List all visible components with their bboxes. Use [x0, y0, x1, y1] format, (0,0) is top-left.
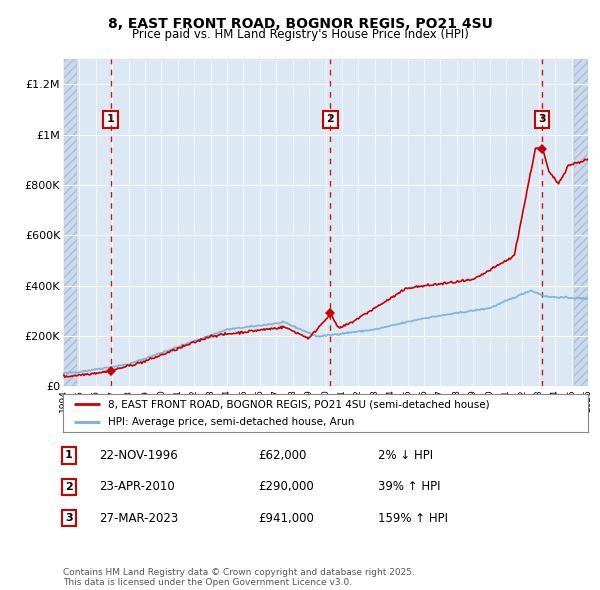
Text: 27-MAR-2023: 27-MAR-2023: [99, 512, 178, 525]
Text: Contains HM Land Registry data © Crown copyright and database right 2025.
This d: Contains HM Land Registry data © Crown c…: [63, 568, 415, 587]
Text: HPI: Average price, semi-detached house, Arun: HPI: Average price, semi-detached house,…: [107, 417, 354, 427]
Text: 23-APR-2010: 23-APR-2010: [99, 480, 175, 493]
Text: 2% ↓ HPI: 2% ↓ HPI: [378, 449, 433, 462]
Text: 3: 3: [65, 513, 73, 523]
Text: 1: 1: [65, 451, 73, 460]
Text: £62,000: £62,000: [258, 449, 307, 462]
Text: 2: 2: [326, 114, 334, 124]
Text: 8, EAST FRONT ROAD, BOGNOR REGIS, PO21 4SU (semi-detached house): 8, EAST FRONT ROAD, BOGNOR REGIS, PO21 4…: [107, 399, 489, 409]
Text: 159% ↑ HPI: 159% ↑ HPI: [378, 512, 448, 525]
Text: 8, EAST FRONT ROAD, BOGNOR REGIS, PO21 4SU: 8, EAST FRONT ROAD, BOGNOR REGIS, PO21 4…: [107, 17, 493, 31]
Text: £290,000: £290,000: [258, 480, 314, 493]
Text: Price paid vs. HM Land Registry's House Price Index (HPI): Price paid vs. HM Land Registry's House …: [131, 28, 469, 41]
Bar: [574, 59, 588, 386]
Text: £941,000: £941,000: [258, 512, 314, 525]
Text: 3: 3: [538, 114, 546, 124]
Text: 1: 1: [107, 114, 115, 124]
Bar: [63, 59, 77, 386]
Bar: [63, 59, 77, 386]
Text: 2: 2: [65, 482, 73, 491]
Text: 39% ↑ HPI: 39% ↑ HPI: [378, 480, 440, 493]
Text: 22-NOV-1996: 22-NOV-1996: [99, 449, 178, 462]
Bar: [574, 59, 588, 386]
